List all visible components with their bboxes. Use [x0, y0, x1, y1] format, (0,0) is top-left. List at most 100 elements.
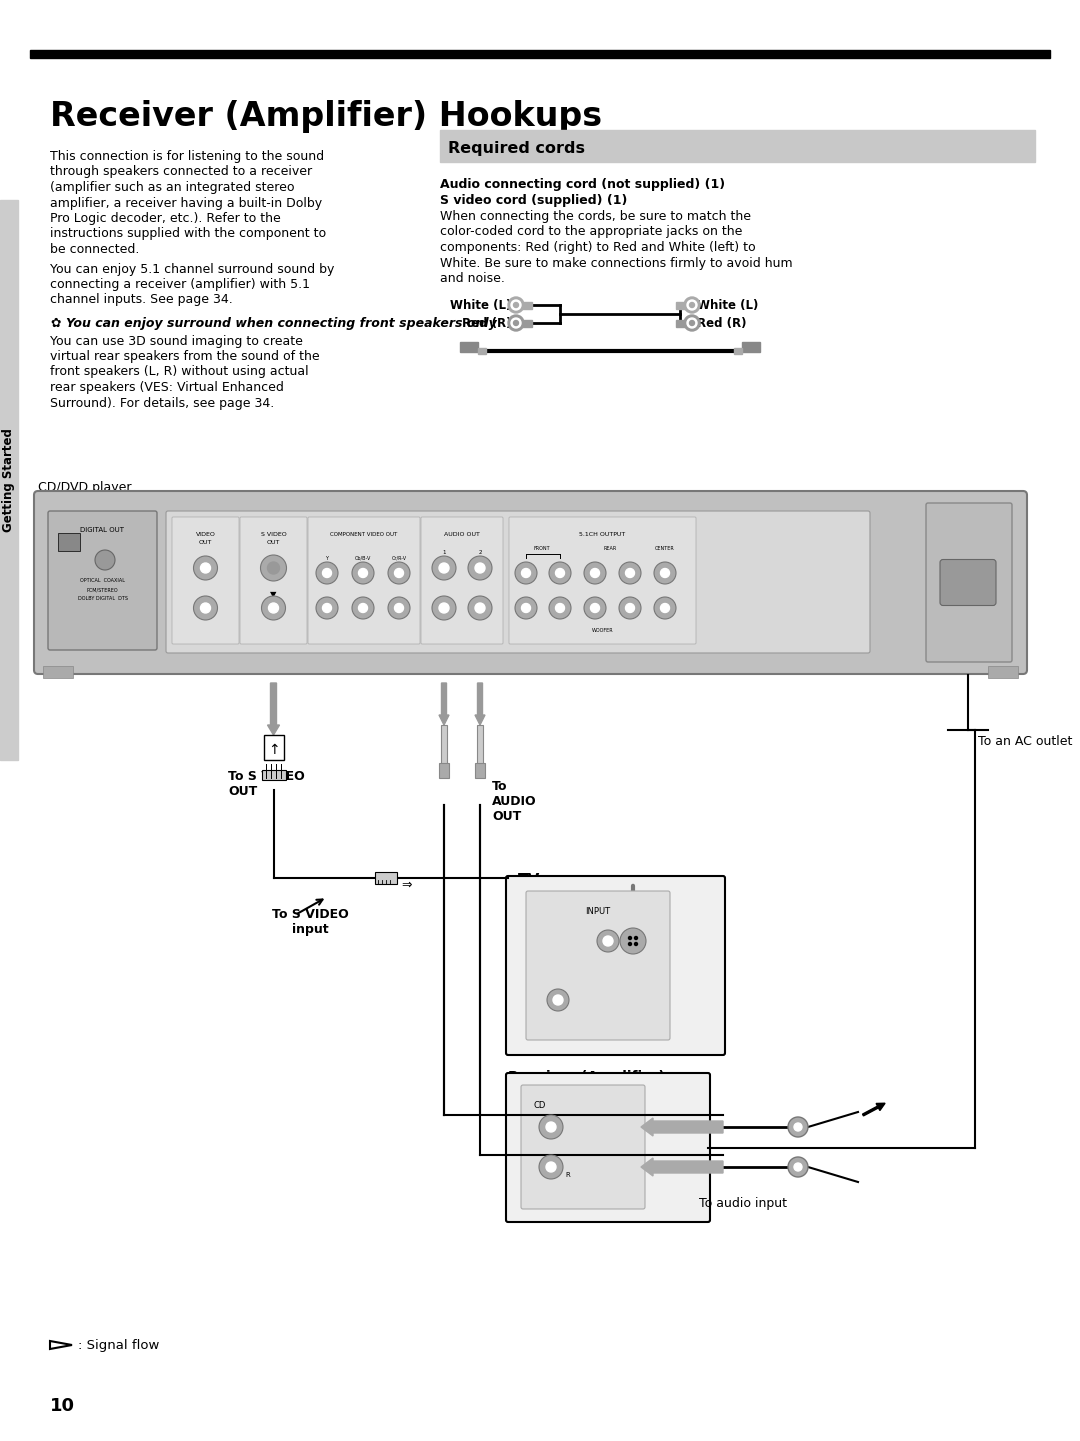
- Text: Red (R): Red (R): [697, 317, 746, 330]
- Text: CD: CD: [534, 1101, 545, 1110]
- FancyBboxPatch shape: [521, 1085, 645, 1209]
- Text: be connected.: be connected.: [50, 244, 139, 256]
- Bar: [676, 301, 692, 308]
- Text: VIDEO: VIDEO: [540, 935, 564, 944]
- Circle shape: [603, 937, 613, 945]
- Bar: [516, 301, 532, 308]
- Circle shape: [661, 604, 670, 612]
- Text: DIGITAL OUT: DIGITAL OUT: [81, 527, 124, 533]
- Circle shape: [522, 569, 530, 578]
- Polygon shape: [50, 1342, 72, 1349]
- Text: White (L): White (L): [449, 298, 511, 311]
- Circle shape: [475, 563, 485, 574]
- Circle shape: [432, 556, 456, 579]
- Circle shape: [591, 604, 599, 612]
- Circle shape: [687, 318, 697, 329]
- Text: channel inputs. See page 34.: channel inputs. See page 34.: [50, 294, 233, 307]
- Text: and noise.: and noise.: [440, 272, 504, 285]
- Text: R: R: [565, 1172, 570, 1177]
- Circle shape: [261, 597, 285, 620]
- Bar: [475, 762, 485, 778]
- Text: REAR: REAR: [604, 546, 617, 550]
- Circle shape: [584, 597, 606, 620]
- Bar: [43, 666, 73, 679]
- FancyBboxPatch shape: [507, 876, 725, 1055]
- Circle shape: [515, 562, 537, 584]
- Circle shape: [468, 597, 492, 620]
- Text: Audio connecting cord (not supplied) (1): Audio connecting cord (not supplied) (1): [440, 179, 725, 192]
- Text: You can use 3D sound imaging to create: You can use 3D sound imaging to create: [50, 334, 302, 347]
- Text: OPTICAL  COAXIAL: OPTICAL COAXIAL: [80, 578, 125, 584]
- Circle shape: [260, 555, 286, 581]
- FancyBboxPatch shape: [172, 517, 239, 644]
- Circle shape: [687, 300, 697, 310]
- FancyBboxPatch shape: [240, 517, 307, 644]
- Text: ✿: ✿: [50, 317, 60, 330]
- Bar: [734, 347, 742, 354]
- Bar: [264, 735, 283, 759]
- Circle shape: [513, 320, 518, 326]
- Text: 10: 10: [50, 1396, 75, 1415]
- Circle shape: [522, 604, 530, 612]
- Text: color-coded cord to the appropriate jacks on the: color-coded cord to the appropriate jack…: [440, 225, 742, 239]
- Circle shape: [788, 1157, 808, 1177]
- Text: OUT: OUT: [267, 540, 280, 545]
- Text: amplifier, a receiver having a built-in Dolby: amplifier, a receiver having a built-in …: [50, 196, 322, 209]
- Text: R: R: [570, 1004, 575, 1012]
- Bar: [438, 762, 449, 778]
- Circle shape: [591, 569, 599, 578]
- Circle shape: [546, 1123, 556, 1133]
- Bar: [30, 50, 1050, 58]
- Text: Cb/B-V: Cb/B-V: [355, 556, 372, 561]
- Circle shape: [654, 562, 676, 584]
- Circle shape: [323, 604, 332, 612]
- Text: VIDEO: VIDEO: [195, 532, 215, 537]
- Circle shape: [584, 562, 606, 584]
- Text: When connecting the cords, be sure to match the: When connecting the cords, be sure to ma…: [440, 210, 751, 223]
- Bar: [988, 666, 1018, 679]
- Text: S VIDEO: S VIDEO: [260, 532, 286, 537]
- Bar: [742, 342, 760, 352]
- Bar: [440, 130, 1035, 161]
- Bar: [58, 533, 80, 550]
- Bar: [0, 200, 18, 759]
- Text: COMPONENT VIDEO OUT: COMPONENT VIDEO OUT: [330, 532, 397, 537]
- Text: ↑: ↑: [268, 744, 280, 757]
- FancyBboxPatch shape: [421, 517, 503, 644]
- FancyBboxPatch shape: [940, 559, 996, 605]
- Text: Pro Logic decoder, etc.). Refer to the: Pro Logic decoder, etc.). Refer to the: [50, 212, 281, 225]
- FancyArrow shape: [863, 1104, 885, 1115]
- Circle shape: [619, 562, 642, 584]
- Circle shape: [438, 563, 449, 574]
- Circle shape: [388, 562, 410, 584]
- Text: INPUT: INPUT: [585, 906, 610, 916]
- Text: This connection is for listening to the sound: This connection is for listening to the …: [50, 150, 324, 163]
- FancyBboxPatch shape: [926, 503, 1012, 661]
- Circle shape: [546, 1161, 556, 1172]
- FancyBboxPatch shape: [48, 512, 157, 650]
- Text: 1: 1: [442, 550, 446, 555]
- Circle shape: [684, 316, 700, 331]
- Text: Receiver (Amplifier): Receiver (Amplifier): [508, 1071, 665, 1084]
- Text: 5.1CH OUTPUT: 5.1CH OUTPUT: [579, 532, 625, 537]
- Text: Required cords: Required cords: [448, 141, 585, 156]
- Circle shape: [508, 316, 524, 331]
- Text: Red (R): Red (R): [461, 317, 511, 330]
- Text: To audio input: To audio input: [699, 1197, 787, 1210]
- Text: —AUDIO: —AUDIO: [540, 973, 572, 981]
- Bar: [261, 769, 285, 780]
- Circle shape: [323, 569, 332, 578]
- Text: White (L): White (L): [697, 298, 758, 311]
- Circle shape: [438, 602, 449, 612]
- Circle shape: [625, 569, 635, 578]
- Circle shape: [352, 597, 374, 620]
- Text: front speakers (L, R) without using actual: front speakers (L, R) without using actu…: [50, 366, 309, 379]
- FancyBboxPatch shape: [507, 1074, 710, 1222]
- Text: FRONT: FRONT: [534, 546, 551, 550]
- Circle shape: [794, 1163, 802, 1172]
- Bar: [441, 725, 447, 765]
- Circle shape: [508, 297, 524, 313]
- Circle shape: [625, 604, 635, 612]
- Text: DOLBY DIGITAL  DTS: DOLBY DIGITAL DTS: [78, 597, 127, 601]
- Text: (amplifier such as an integrated stereo: (amplifier such as an integrated stereo: [50, 182, 295, 195]
